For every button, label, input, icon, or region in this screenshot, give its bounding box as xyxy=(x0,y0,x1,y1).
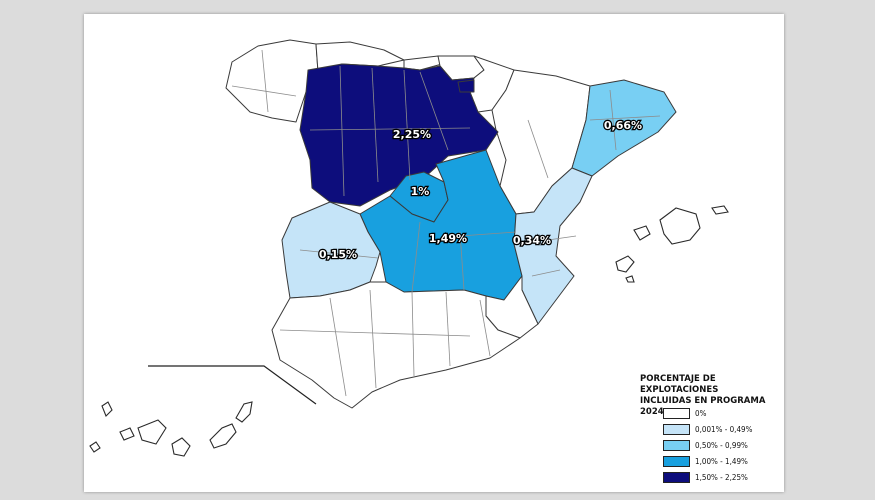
legend-label: 1,50% - 2,25% xyxy=(695,473,748,482)
region-castilla-leon xyxy=(299,63,499,207)
canary-inset-line xyxy=(148,365,317,405)
region-la-rioja xyxy=(457,79,475,93)
province-borders xyxy=(231,49,661,397)
legend-label: 1,00% - 1,49% xyxy=(695,457,748,466)
region-andalucia xyxy=(271,281,521,409)
region-cataluna xyxy=(571,79,677,177)
balearic-islands xyxy=(615,205,729,283)
canary-islands xyxy=(89,401,253,457)
legend-swatch xyxy=(663,408,690,419)
legend-title-line-1: PORCENTAJE DE EXPLOTACIONES xyxy=(640,374,719,395)
legend-swatch xyxy=(663,424,690,435)
legend-swatch xyxy=(663,472,690,483)
legend-title: PORCENTAJE DE EXPLOTACIONES INCLUIDAS EN… xyxy=(640,374,790,418)
region-galicia xyxy=(225,39,319,123)
region-valencia xyxy=(513,167,593,325)
legend-label: 0,50% - 0,99% xyxy=(695,441,748,450)
label-madrid: 1% xyxy=(411,185,430,198)
label-cataluna: 0,66% xyxy=(604,119,642,132)
legend-title-line-2: INCLUIDAS EN PROGRAMA 2024 xyxy=(640,396,766,417)
legend-swatch xyxy=(663,456,690,467)
label-valencia: 0,34% xyxy=(513,234,551,247)
legend-label: 0,001% - 0,49% xyxy=(695,425,753,434)
label-castilla-leon: 2,25% xyxy=(393,128,431,141)
label-castilla-la-mancha: 1,49% xyxy=(429,232,467,245)
legend-swatch xyxy=(663,440,690,451)
legend-label: 0% xyxy=(695,409,707,418)
label-extremadura: 0,15% xyxy=(319,248,357,261)
region-cantabria xyxy=(403,55,443,71)
